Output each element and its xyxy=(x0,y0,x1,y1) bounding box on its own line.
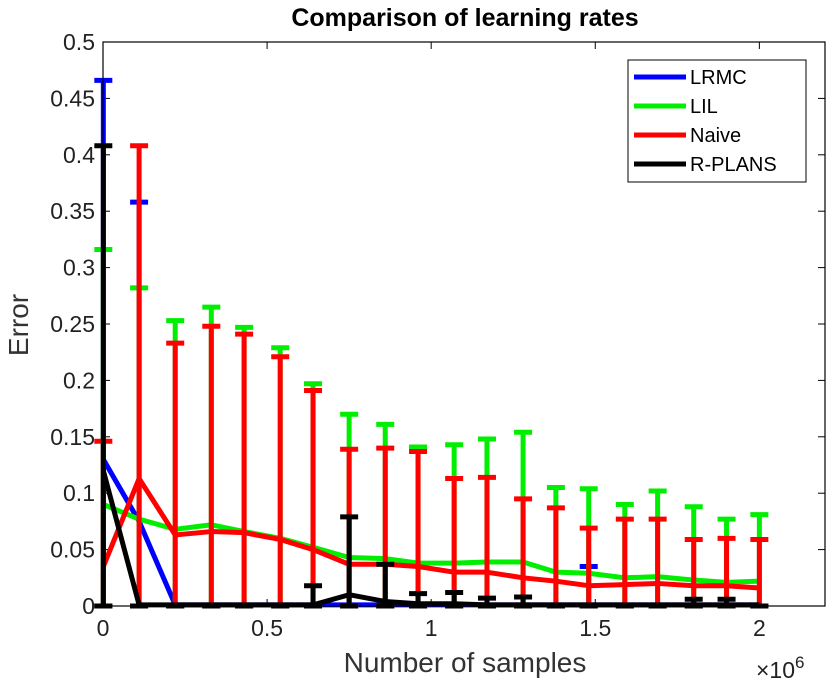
y-axis-label: Error xyxy=(3,294,34,356)
tick-labels: 0 0.5 1 1.5 2 0 0.05 0.1 0.15 0.2 0.25 0.3 0.35 0.4 0.… xyxy=(50,29,766,641)
x-axis-label: Number of samples xyxy=(344,647,587,678)
series-line-lil xyxy=(102,502,760,585)
legend-label-r-plans: R-PLANS xyxy=(690,154,777,176)
x-exponent-label: ×106 xyxy=(756,653,804,683)
y-tick-label: 0.1 xyxy=(63,480,95,506)
y-tick-label: 0.15 xyxy=(50,424,95,450)
axes-frame xyxy=(102,41,826,607)
y-tick-label: 0.3 xyxy=(63,255,95,281)
y-tick-label: 0.25 xyxy=(50,311,95,337)
legend: LRMC LIL Naive R-PLANS xyxy=(627,59,807,183)
y-tick-label: 0.35 xyxy=(50,198,95,224)
series-line-r-plans xyxy=(100,469,760,608)
x-tick-label: 1 xyxy=(425,615,438,641)
x-exponent-base: ×10 xyxy=(756,657,795,683)
series-line-naive xyxy=(101,476,760,591)
x-tick-label: 1.5 xyxy=(579,615,611,641)
y-tick-label: 0.2 xyxy=(63,367,95,393)
legend-label-lrmc: LRMC xyxy=(690,67,747,89)
y-tick-label: 0.05 xyxy=(50,537,95,563)
legend-label-lil: LIL xyxy=(690,96,718,118)
x-exponent-power: 6 xyxy=(795,653,804,672)
legend-label-naive: Naive xyxy=(690,125,741,147)
y-tick-label: 0.4 xyxy=(63,142,95,168)
y-tick-label: 0.5 xyxy=(63,29,95,55)
y-tick-label: 0 xyxy=(82,593,95,619)
x-tick-label: 0 xyxy=(97,615,110,641)
x-tick-label: 2 xyxy=(753,615,766,641)
y-tick-label: 0.45 xyxy=(50,85,95,111)
x-tick-label: 0.5 xyxy=(251,615,283,641)
series-layer xyxy=(94,77,769,609)
chart-title: Comparison of learning rates xyxy=(291,4,638,32)
